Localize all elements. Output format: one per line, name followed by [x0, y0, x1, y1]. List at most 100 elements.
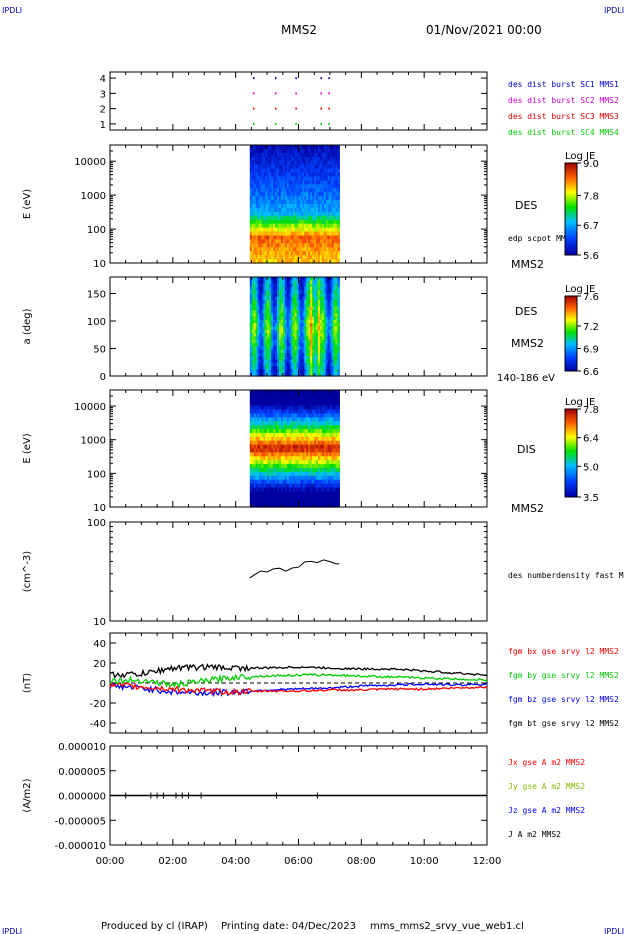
heatmap-cell [312, 405, 315, 411]
heatmap-cell [253, 290, 257, 295]
heatmap-cell [337, 172, 340, 178]
heatmap-cell [300, 413, 303, 418]
heatmap-cell [265, 409, 268, 414]
heatmap-cell [304, 188, 307, 193]
heatmap-cell [280, 184, 284, 189]
heatmap-cell [323, 444, 327, 450]
heatmap-cell [257, 436, 261, 442]
heatmap-cell [302, 283, 305, 288]
heatmap-cell [282, 393, 286, 399]
colorbar-tick-label: 3.5 [583, 493, 599, 504]
heatmap-cell [329, 329, 333, 334]
heatmap-cell [280, 227, 284, 233]
colorbar-tick-label: 7.6 [583, 292, 599, 303]
heatmap-cell [325, 259, 329, 264]
heatmap-cell [337, 156, 340, 162]
heatmap-cell [300, 145, 303, 150]
heatmap-cell [329, 223, 333, 229]
heatmap-cell [315, 343, 319, 347]
heatmap-cell [321, 211, 325, 217]
heatmap-cell [279, 306, 282, 311]
heatmap-cell [253, 283, 257, 288]
heatmap-cell [306, 200, 309, 205]
heatmap-cell [271, 145, 274, 150]
heatmap-cell [277, 319, 280, 324]
heatmap-cell [269, 372, 272, 377]
heatmap-cell [273, 316, 276, 321]
heatmap-cell [280, 235, 284, 240]
heatmap-cell [269, 417, 272, 422]
heatmap-cell [261, 310, 265, 314]
heatmap-cell [292, 352, 296, 357]
heatmap-cell [275, 372, 278, 377]
y-tick-label: 100 [87, 317, 106, 328]
heatmap-cell [337, 429, 340, 434]
heatmap-cell [314, 401, 317, 407]
heatmap-cell [279, 300, 282, 304]
heatmap-cell [319, 369, 323, 374]
heatmap-cell [288, 235, 292, 240]
heatmap-cell [306, 223, 309, 229]
heatmap-cell [337, 180, 340, 185]
heatmap-cell [265, 436, 268, 442]
heatmap-cell [261, 359, 265, 364]
heatmap-cell [255, 444, 259, 450]
heatmap-cell [298, 417, 302, 422]
heatmap-cell [261, 326, 265, 331]
heatmap-cell [327, 499, 331, 504]
heatmap-cell [269, 464, 272, 469]
heatmap-cell [327, 413, 331, 418]
heatmap-cell [277, 243, 280, 248]
heatmap-cell [251, 460, 255, 465]
y-tick-label: 100 [87, 225, 106, 236]
heatmap-cell [269, 231, 272, 237]
heatmap-cell [255, 413, 259, 418]
heatmap-cell [251, 196, 255, 201]
heatmap-cell [325, 196, 329, 201]
heatmap-cell [306, 280, 309, 285]
heatmap-cell [317, 196, 321, 201]
heatmap-cell [290, 319, 294, 324]
heatmap-cell [265, 349, 268, 354]
y-tick-label: -40 [90, 719, 106, 730]
heatmap-cell [284, 397, 288, 403]
heatmap-cell [273, 444, 276, 450]
heatmap-cell [277, 303, 280, 308]
heatmap-cell [255, 251, 259, 256]
heatmap-cell [280, 460, 284, 465]
heatmap-cell [294, 329, 298, 334]
heatmap-cell [308, 223, 311, 229]
heatmap-cell [312, 440, 315, 446]
heatmap-cell [323, 339, 327, 344]
heatmap-cell [321, 293, 325, 298]
heatmap-cell [333, 471, 337, 477]
heatmap-cell [249, 293, 253, 298]
heatmap-cell [296, 372, 300, 377]
heatmap-cell [271, 487, 274, 492]
heatmap-cell [308, 196, 311, 201]
heatmap-cell [253, 176, 257, 181]
heatmap-cell [331, 243, 335, 248]
heatmap-cell [271, 184, 274, 189]
heatmap-cell [298, 283, 302, 288]
heatmap-cell [282, 156, 286, 162]
heatmap-cell [273, 255, 276, 260]
heatmap-cell [259, 333, 263, 337]
heatmap-cell [321, 145, 325, 150]
heatmap-cell [290, 227, 294, 233]
heatmap-cell [261, 417, 265, 422]
heatmap-cell [259, 436, 263, 442]
heatmap-cell [269, 306, 272, 311]
heatmap-cell [284, 200, 288, 205]
heatmap-cell [323, 164, 327, 170]
heatmap-cell [265, 211, 268, 217]
heatmap-cell [286, 239, 290, 244]
heatmap-cell [251, 223, 255, 229]
heatmap-cell [317, 499, 321, 504]
heatmap-cell [290, 148, 294, 154]
heatmap-cell [286, 356, 290, 361]
heatmap-cell [286, 390, 290, 395]
heatmap-cell [312, 277, 315, 281]
heatmap-cell [251, 471, 255, 477]
heatmap-cell [265, 286, 268, 291]
